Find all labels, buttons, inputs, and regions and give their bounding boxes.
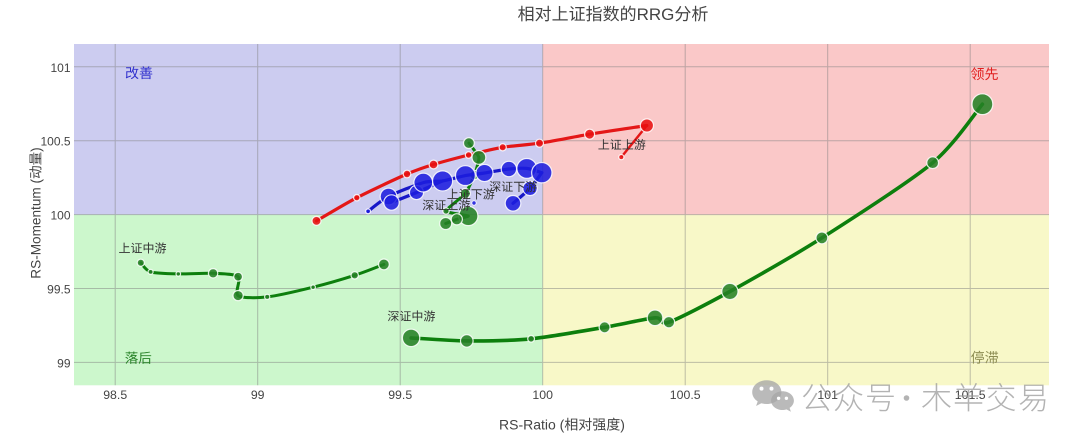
svg-text:99.5: 99.5 bbox=[388, 388, 412, 402]
svg-text:99: 99 bbox=[251, 388, 265, 402]
svg-text:101: 101 bbox=[50, 61, 70, 75]
svg-text:100.5: 100.5 bbox=[670, 388, 701, 402]
svg-text:RS-Momentum (: RS-Momentum ( bbox=[29, 179, 44, 279]
svg-text:100: 100 bbox=[532, 388, 553, 402]
svg-text:98.5: 98.5 bbox=[103, 388, 127, 402]
svg-text:100.5: 100.5 bbox=[40, 135, 70, 149]
svg-text:): ) bbox=[620, 417, 625, 433]
svg-text:99.5: 99.5 bbox=[47, 283, 71, 297]
svg-text:): ) bbox=[29, 147, 44, 152]
svg-text:101.5: 101.5 bbox=[955, 388, 986, 402]
svg-text:99: 99 bbox=[57, 356, 71, 370]
svg-text:RRG: RRG bbox=[637, 5, 675, 24]
svg-text:100: 100 bbox=[50, 209, 70, 223]
svg-text:RS-Ratio (: RS-Ratio ( bbox=[499, 417, 565, 433]
